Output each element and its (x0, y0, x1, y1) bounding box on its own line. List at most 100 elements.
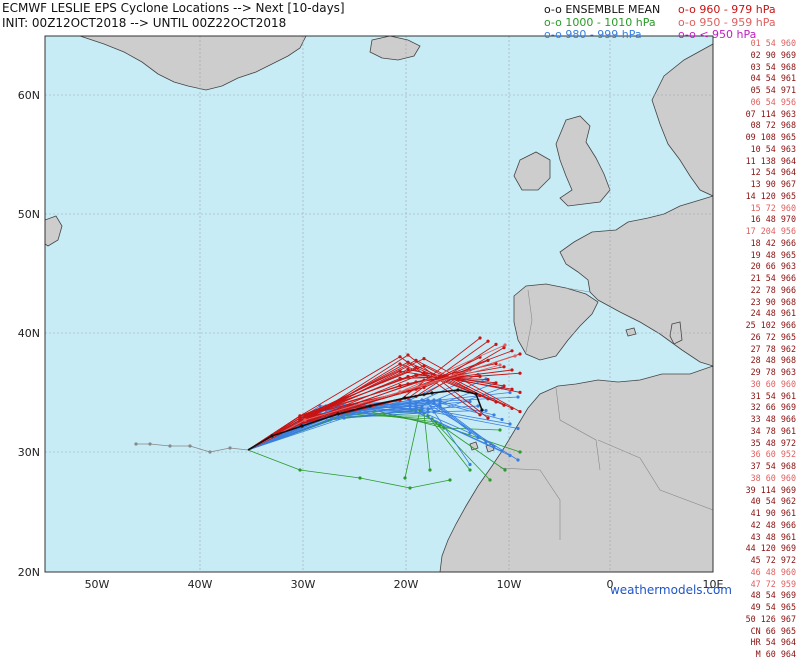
track-point (468, 468, 472, 472)
track-point (478, 374, 482, 378)
track-point (494, 362, 498, 366)
axis-tick-labels: 50W 40W 30W 20W 10W 0 10E 60N 50N 40N 30N 20N (18, 89, 724, 591)
ensemble-member-entry: 06 54 956 (750, 96, 796, 107)
longitude-tick-label: 50W (85, 578, 110, 591)
track-point (398, 355, 402, 359)
track-point (502, 384, 506, 388)
legend-1000-1010: o-o 1000 - 1010 hPa (544, 16, 656, 29)
track-point (498, 428, 502, 432)
ensemble-member-entry: 32 66 969 (750, 402, 796, 413)
land-masses (45, 36, 713, 572)
greenland-landmass (79, 36, 307, 91)
credit-text: weathermodels.com (609, 583, 732, 597)
track-point (516, 426, 520, 431)
ensemble-member-entry: 50 126 967 (745, 613, 796, 624)
track-point (518, 450, 522, 454)
latitude-tick-label: 50N (18, 208, 40, 221)
ensemble-member-entry: 31 54 961 (750, 390, 796, 401)
ensemble-member-entry: 47 72 959 (750, 578, 796, 589)
ensemble-member-entry: 42 48 966 (750, 519, 796, 530)
ensemble-mean-track (247, 389, 483, 451)
legend-ensemble-mean: o-o ENSEMBLE MEAN (544, 3, 661, 16)
longitude-tick-label: 40W (188, 578, 213, 591)
ensemble-member-entry: 25 102 966 (745, 320, 796, 330)
track-point (300, 424, 304, 428)
track-point (426, 398, 430, 402)
track-point (492, 413, 496, 417)
legend-980-999: o-o 980 - 999 hPa (544, 28, 642, 41)
track-point (228, 446, 232, 450)
track-point (298, 414, 302, 418)
ensemble-member-entry: 20 66 963 (750, 261, 796, 272)
ensemble-member-entry: 45 72 972 (750, 555, 796, 565)
track-point (503, 468, 507, 472)
track-point (508, 390, 512, 395)
track-point (414, 410, 418, 414)
ensemble-member-entry: 07 114 963 (745, 108, 796, 119)
track-point (168, 444, 172, 448)
ensemble-member-entry: 23 90 968 (750, 296, 796, 307)
track-point (478, 413, 482, 417)
ensemble-member-entry: 04 54 961 (750, 73, 796, 84)
ensemble-member-entry: 37 54 968 (750, 461, 796, 471)
track-980-999 (247, 402, 471, 465)
ensemble-member-entry: 22 78 966 (750, 284, 796, 295)
track-point (420, 410, 424, 414)
title-line-2: INIT: 00Z12OCT2018 --> UNTIL 00Z22OCT201… (2, 16, 287, 30)
ireland-landmass (513, 151, 551, 191)
ensemble-member-entry: 34 78 961 (750, 425, 796, 436)
ensemble-member-entry: 08 72 968 (750, 120, 796, 131)
ensemble-member-entry: 46 48 960 (750, 566, 796, 577)
iberia-landmass (513, 283, 599, 361)
track-point (438, 423, 442, 427)
track-point (358, 476, 362, 480)
ensemble-member-entry: 30 60 960 (750, 378, 796, 389)
ensemble-member-entry: 11 138 964 (745, 155, 796, 166)
track-point (502, 365, 506, 369)
ensemble-member-entry: 28 48 968 (750, 355, 796, 366)
track-point (403, 476, 407, 480)
track-point (438, 398, 442, 402)
ensemble-member-entry: 01 54 960 (750, 38, 796, 48)
track-point (502, 346, 506, 350)
ensemble-member-entry: 35 48 972 (750, 437, 796, 448)
track-point (368, 404, 372, 408)
track-point (408, 407, 412, 411)
ensemble-member-entry: 49 54 965 (750, 602, 796, 612)
ensemble-member-entry: HR 54 964 (750, 637, 796, 648)
track-point (336, 412, 340, 416)
track-point (478, 336, 482, 340)
border-africa-sahara (597, 439, 713, 511)
track-point (428, 468, 432, 472)
track-point (303, 418, 307, 422)
newfoundland-landmass (45, 215, 63, 247)
longitude-tick-label: 10W (497, 578, 522, 591)
track-point (510, 349, 514, 353)
track-point (398, 390, 402, 394)
track-980-999 (247, 408, 519, 451)
track-point (486, 339, 490, 343)
scandinavia-landmass (651, 43, 713, 197)
track-960-979 (247, 358, 521, 451)
track-point (498, 363, 502, 367)
track-point (448, 478, 452, 482)
ensemble-member-entry: 18 42 966 (750, 237, 796, 248)
ensemble-member-entry: 38 60 960 (750, 472, 796, 483)
ensemble-member-entry: 36 60 952 (750, 449, 796, 460)
track-point (486, 358, 490, 362)
track-point (468, 462, 472, 467)
track-point (430, 391, 434, 395)
latitude-tick-label: 40N (18, 327, 40, 340)
track-point (516, 395, 520, 399)
great-britain-landmass (555, 115, 611, 207)
track-point (516, 458, 520, 462)
ensemble-member-entry: 44 120 969 (745, 543, 796, 554)
track-point (494, 381, 498, 385)
ensemble-member-entry: 27 78 962 (750, 343, 796, 354)
track-point (420, 398, 424, 402)
track-point (513, 354, 517, 358)
ensemble-member-entry: 29 78 963 (750, 367, 796, 377)
track-960-979 (247, 354, 489, 451)
longitude-tick-label: 10E (703, 578, 724, 591)
track-point (148, 442, 152, 446)
